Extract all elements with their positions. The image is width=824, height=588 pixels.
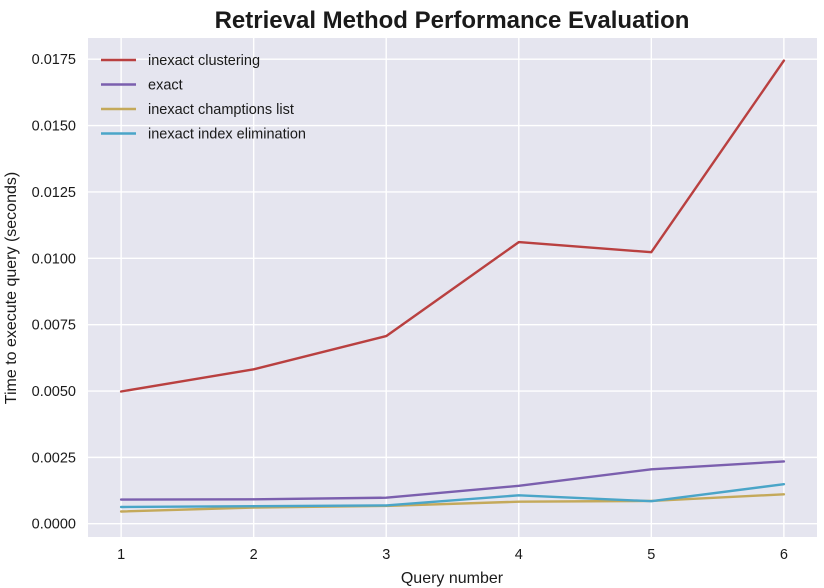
y-axis-label: Time to execute query (seconds) <box>3 172 20 404</box>
x-axis-label: Query number <box>401 570 504 587</box>
x-axis-ticks: 1 2 3 4 5 6 <box>117 547 788 563</box>
x-tick-label: 4 <box>515 547 523 563</box>
series-line-2 <box>119 460 786 501</box>
y-tick-label: 0.0025 <box>32 450 76 466</box>
legend: inexact clustering exact inexact chamption… <box>101 53 306 143</box>
legend-label: exact <box>148 78 183 94</box>
legend-label: inexact clustering <box>148 53 260 69</box>
x-tick-label: 2 <box>250 547 258 563</box>
plot-area <box>88 38 817 537</box>
series-line-1 <box>119 59 786 393</box>
y-tick-label: 0.0075 <box>32 318 76 334</box>
x-tick-label: 1 <box>117 547 125 563</box>
y-tick-label: 0.0150 <box>32 119 76 135</box>
series-line-4 <box>119 483 786 509</box>
chart-title: Retrieval Method Performance Evaluation <box>215 7 690 34</box>
y-tick-label: 0.0175 <box>32 52 76 68</box>
y-axis-ticks: 0.0000 0.0025 0.0050 0.0075 0.0100 0.0125 0.01… <box>32 52 76 532</box>
grid-lines <box>88 38 817 537</box>
legend-label: inexact champtions list <box>148 102 294 118</box>
y-tick-label: 0.0125 <box>32 185 76 201</box>
x-tick-label: 3 <box>382 547 390 563</box>
series-line-3 <box>119 493 786 513</box>
y-tick-label: 0.0050 <box>32 384 76 400</box>
x-tick-label: 6 <box>780 547 788 563</box>
series-lines <box>119 59 786 513</box>
x-tick-label: 5 <box>647 547 655 563</box>
legend-label: inexact index elimination <box>148 127 306 143</box>
y-tick-label: 0.0100 <box>32 251 76 267</box>
y-tick-label: 0.0000 <box>32 517 76 533</box>
